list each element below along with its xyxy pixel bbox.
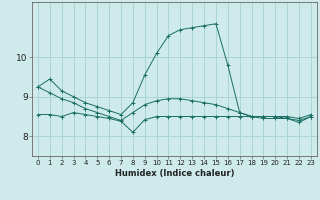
X-axis label: Humidex (Indice chaleur): Humidex (Indice chaleur): [115, 169, 234, 178]
